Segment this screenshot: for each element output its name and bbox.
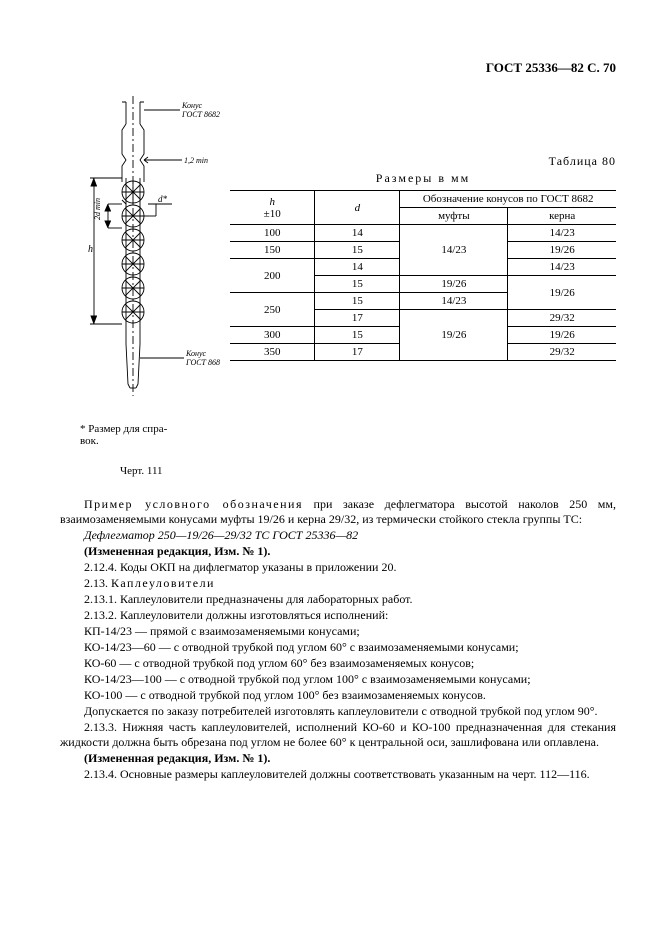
svg-text:Конус: Конус <box>185 349 207 358</box>
paragraph: 2.13.2. Каплеуловители должны изготовлят… <box>60 608 616 623</box>
header-right: ГОСТ 25336—82 С. 70 <box>60 60 616 76</box>
paragraph: КО-60 — с отводной трубкой под углом 60°… <box>60 656 616 671</box>
svg-text:Конус: Конус <box>181 101 203 110</box>
col-mufty-header: муфты <box>400 208 508 225</box>
paragraph: (Измененная редакция, Изм. № 1). <box>60 751 616 766</box>
paragraph: КО-100 — с отводной трубкой под углом 10… <box>60 688 616 703</box>
dimensions-table: h±10 d Обозначение конусов по ГОСТ 8682 … <box>230 190 616 361</box>
drawing-number: Черт. 111 <box>120 465 616 477</box>
two-d-label: 2d min <box>93 198 102 220</box>
paragraph: КП-14/23 — прямой с взаимозаменяемыми ко… <box>60 624 616 639</box>
paragraph: Пример условного обозначения при заказе … <box>60 497 616 527</box>
example-title: Дефлегматор 250—19/26—29/32 ТС ГОСТ 2533… <box>60 528 616 543</box>
page-container: ГОСТ 25336—82 С. 70 <box>0 0 661 823</box>
table-caption: Размеры в мм <box>230 171 616 186</box>
svg-text:ГОСТ 8682: ГОСТ 8682 <box>181 110 220 119</box>
footnote: * Размер для спра-вок. <box>80 423 616 447</box>
paragraph: 2.12.4. Коды ОКП на дифлегматор указаны … <box>60 560 616 575</box>
paragraph: 2.13.4. Основные размеры каплеуловителей… <box>60 767 616 782</box>
paragraph: 2.13.1. Каплеуловители предназначены для… <box>60 592 616 607</box>
svg-text:ГОСТ 8682: ГОСТ 8682 <box>185 358 220 367</box>
dim-min-label: 1,2 min <box>184 156 208 165</box>
drawing-svg: Конус ГОСТ 8682 1,2 min d* h 2d min Кону… <box>60 96 220 411</box>
paragraph: КО-14/23—60 — с отводной трубкой под угл… <box>60 640 616 655</box>
drawing-column: Конус ГОСТ 8682 1,2 min d* h 2d min Кону… <box>60 96 225 415</box>
paragraph: КО-14/23—100 — с отводной трубкой под уг… <box>60 672 616 687</box>
col-h-header: h±10 <box>230 191 315 225</box>
paragraph: (Измененная редакция, Изм. № 1). <box>60 544 616 559</box>
col-d-header: d <box>315 191 400 225</box>
col-kerna-header: керна <box>508 208 616 225</box>
table-number-label: Таблица 80 <box>230 154 616 169</box>
d-star-label: d* <box>158 194 168 204</box>
table-row: 100 14 14/23 14/23 <box>230 225 616 242</box>
body-text: Пример условного обозначения при заказе … <box>60 497 616 782</box>
h-label: h <box>88 244 93 255</box>
table-column: Таблица 80 Размеры в мм h±10 d Обозначен… <box>230 96 616 361</box>
content-top: Конус ГОСТ 8682 1,2 min d* h 2d min Кону… <box>60 96 616 415</box>
paragraph: 2.13.3. Нижняя часть каплеуловителей, ис… <box>60 720 616 750</box>
paragraph: Допускается по заказу потребителей изгот… <box>60 704 616 719</box>
col-group-header: Обозначение конусов по ГОСТ 8682 <box>400 191 616 208</box>
paragraph: 2.13. Каплеуловители <box>60 576 616 591</box>
